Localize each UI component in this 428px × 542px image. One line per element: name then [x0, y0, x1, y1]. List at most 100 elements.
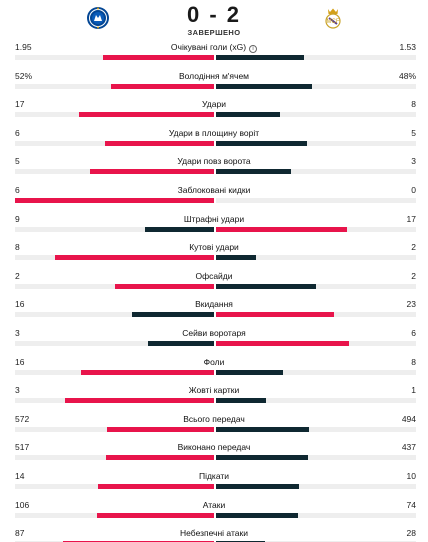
stat-values: 2 Офсайди 2 — [0, 270, 428, 282]
stat-row: 572 Всього передач 494 — [0, 412, 428, 441]
away-bar-track — [216, 55, 416, 60]
home-bar-fill — [147, 340, 214, 346]
stat-label: Удари — [0, 98, 428, 110]
away-bar-fill — [216, 312, 334, 318]
away-bar-fill — [216, 55, 304, 60]
home-bar-track — [15, 112, 214, 118]
stat-values: 3 Сейви воротаря 6 — [0, 327, 428, 339]
home-bar-track — [15, 55, 214, 60]
away-value: 2 — [411, 270, 416, 281]
stat-label: Очікувані голи (xG) i — [0, 41, 428, 53]
away-bar-fill — [216, 169, 291, 175]
away-value: 3 — [411, 156, 416, 167]
away-value: 28 — [406, 528, 416, 539]
away-bar-track — [216, 197, 416, 203]
home-value: 16 — [15, 299, 25, 310]
home-bar-track — [15, 455, 214, 461]
away-bar-track — [216, 340, 416, 346]
away-bar-track — [216, 512, 416, 518]
home-value: 572 — [15, 413, 30, 424]
stat-label-text: Вкидання — [195, 299, 233, 310]
stat-label: Атаки — [0, 499, 428, 511]
stat-label-text: Заблоковані кидки — [177, 184, 251, 195]
away-value: 5 — [411, 127, 416, 138]
away-value: 0 — [411, 184, 416, 195]
stat-label: Підкати — [0, 470, 428, 482]
home-bar-track — [15, 197, 214, 203]
stat-label-text: Фоли — [203, 356, 225, 367]
stat-row: 2 Офсайди 2 — [0, 269, 428, 298]
stat-label: Вкидання — [0, 298, 428, 310]
home-value: 5 — [15, 156, 20, 167]
stat-row: 52% Володіння м'ячем 48% — [0, 69, 428, 98]
away-bar-fill — [216, 398, 266, 404]
info-icon[interactable]: i — [249, 45, 258, 53]
stat-label: Фоли — [0, 356, 428, 368]
away-bar-fill — [216, 426, 309, 432]
away-bar-track — [216, 483, 416, 489]
home-bar-fill — [102, 55, 214, 60]
stat-row: 9 Штрафні удари 17 — [0, 212, 428, 241]
chelsea-crest-icon[interactable] — [86, 6, 110, 30]
stat-label-text: Атаки — [202, 499, 226, 510]
away-value: 74 — [406, 499, 416, 510]
home-value: 52% — [15, 70, 33, 81]
home-bar-track — [15, 83, 214, 89]
home-bar-fill — [110, 83, 214, 89]
stat-values: 14 Підкати 10 — [0, 470, 428, 482]
home-bar-track — [15, 483, 214, 489]
home-bar-track — [15, 226, 214, 232]
away-bar-track — [216, 255, 416, 261]
stat-label: Удари в площину воріт — [0, 127, 428, 139]
home-value: 17 — [15, 99, 25, 110]
away-value: 1 — [411, 385, 416, 396]
away-bar-fill — [216, 112, 280, 118]
real-madrid-crest-icon[interactable]: MCF — [321, 6, 345, 30]
home-value: 16 — [15, 356, 25, 367]
home-value: 6 — [15, 184, 20, 195]
stat-values: 16 Фоли 8 — [0, 356, 428, 368]
stat-label-text: Штрафні удари — [183, 213, 245, 224]
svg-text:MCF: MCF — [327, 19, 340, 25]
stat-values: 52% Володіння м'ячем 48% — [0, 70, 428, 82]
stat-row: 517 Виконано передач 437 — [0, 440, 428, 469]
away-value: 48% — [398, 70, 416, 81]
away-bar-track — [216, 455, 416, 461]
stat-row: 3 Сейви воротаря 6 — [0, 326, 428, 355]
stat-row: 16 Вкидання 23 — [0, 297, 428, 326]
away-bar-fill — [216, 369, 283, 375]
stat-label: Заблоковані кидки — [0, 184, 428, 196]
home-value: 8 — [15, 242, 20, 253]
away-bar-fill — [216, 340, 350, 346]
away-bar-fill — [216, 483, 300, 489]
stat-values: 6 Заблоковані кидки 0 — [0, 184, 428, 196]
away-value: 8 — [411, 356, 416, 367]
away-bar-fill — [216, 140, 307, 146]
away-bar-track — [216, 226, 416, 232]
stat-row: 6 Удари в площину воріт 5 — [0, 126, 428, 155]
home-bar-fill — [105, 140, 214, 146]
home-bar-fill — [64, 398, 214, 404]
home-bar-track — [15, 340, 214, 346]
away-bar-fill — [216, 226, 347, 232]
away-bar-fill — [216, 512, 299, 518]
home-bar-track — [15, 369, 214, 375]
stat-row: 16 Фоли 8 — [0, 355, 428, 384]
stat-row: 17 Удари 8 — [0, 97, 428, 126]
away-value: 494 — [401, 413, 416, 424]
stat-label-text: Підкати — [198, 470, 230, 481]
away-bar-fill — [216, 283, 316, 289]
stat-label-text: Сейви воротаря — [182, 327, 246, 338]
stat-values: 17 Удари 8 — [0, 98, 428, 110]
stat-row: 8 Кутові удари 2 — [0, 240, 428, 269]
away-value: 8 — [411, 99, 416, 110]
home-value: 14 — [15, 470, 25, 481]
away-value: 437 — [401, 442, 416, 453]
home-bar-fill — [145, 226, 214, 232]
stat-label: Офсайди — [0, 270, 428, 282]
match-stats-list: 1.95 Очікувані голи (xG) i 1.53 52% Володіння… — [0, 40, 428, 542]
away-value: 10 — [406, 470, 416, 481]
home-bar-track — [15, 255, 214, 261]
stat-values: 5 Удари повз ворота 3 — [0, 155, 428, 167]
stat-label: Штрафні удари — [0, 213, 428, 225]
